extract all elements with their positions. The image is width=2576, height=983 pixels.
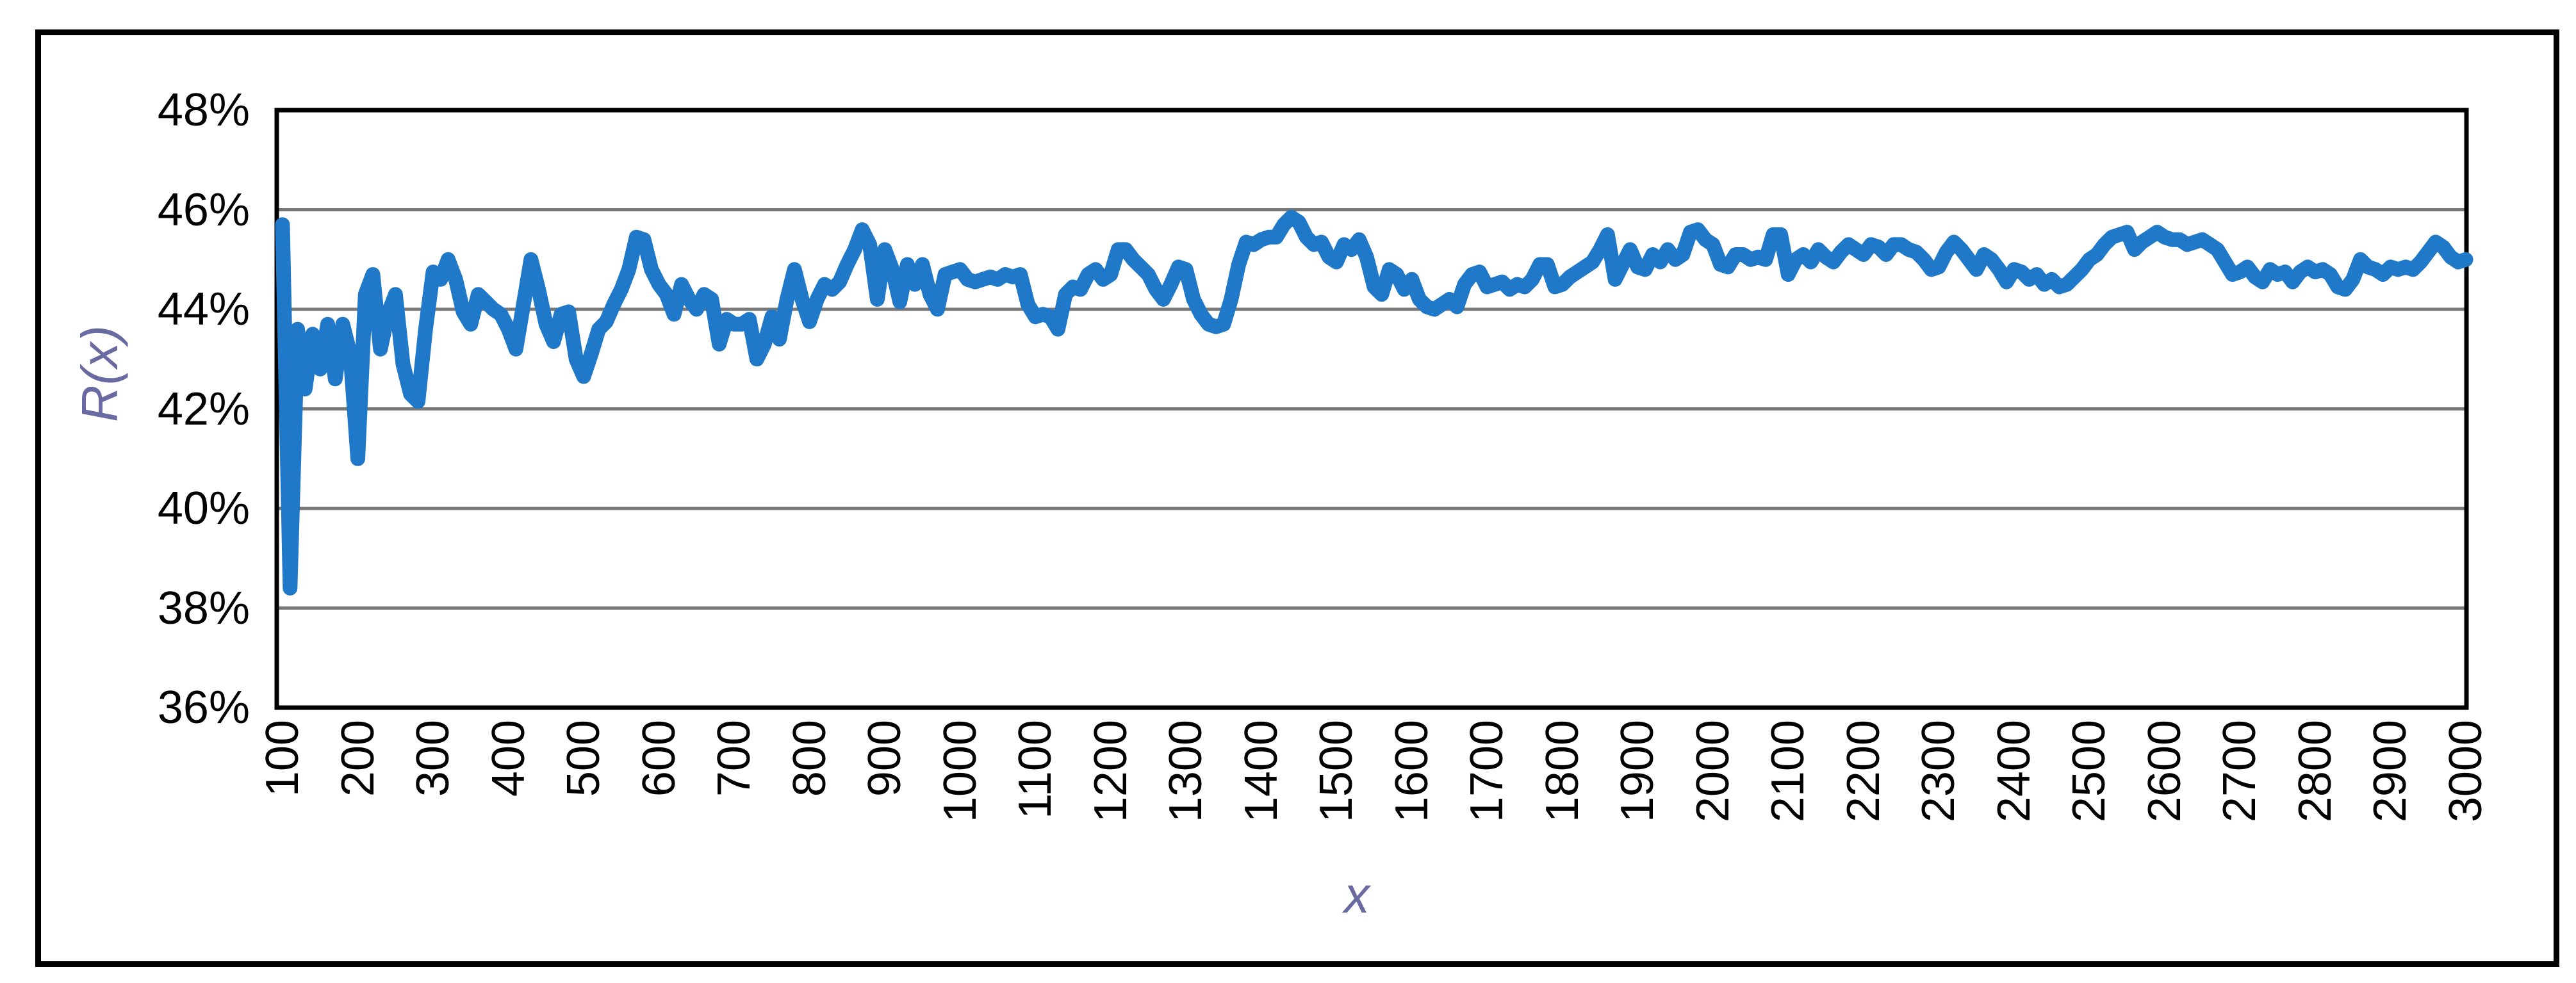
- x-tick-label: 2800: [2289, 720, 2341, 823]
- chart-outer-frame: [35, 29, 2559, 967]
- x-tick-label: 2200: [1837, 720, 1889, 823]
- y-tick-label: 46%: [157, 184, 250, 236]
- x-tick-label: 2300: [1913, 720, 1965, 823]
- x-tick-label: 1500: [1311, 720, 1363, 823]
- y-tick-label: 40%: [157, 483, 250, 534]
- x-tick-label: 1800: [1536, 720, 1588, 823]
- x-tick-label: 400: [482, 720, 534, 797]
- x-tick-label: 600: [633, 720, 685, 797]
- x-tick-label: 1100: [1010, 720, 1062, 819]
- x-tick-label: 700: [709, 720, 760, 797]
- x-tick-label: 1600: [1386, 720, 1438, 823]
- x-tick-label: 2100: [1762, 720, 1814, 823]
- x-tick-label: 1200: [1085, 720, 1136, 823]
- x-tick-label: 800: [783, 720, 835, 797]
- x-tick-label: 200: [332, 720, 384, 797]
- x-tick-label: 1700: [1461, 720, 1513, 823]
- x-tick-label: 1000: [934, 720, 986, 823]
- plot-border: [274, 108, 2469, 710]
- x-tick-label: 2600: [2138, 720, 2190, 823]
- x-tick-label: 100: [257, 720, 308, 797]
- x-axis-title: x: [1344, 866, 1370, 923]
- data-series-line: [275, 209, 2473, 596]
- x-tick-label: 2000: [1687, 720, 1739, 823]
- y-tick-label: 36%: [157, 682, 250, 733]
- x-tick-label: 2400: [1988, 720, 2040, 823]
- y-tick-label: 44%: [157, 284, 250, 335]
- x-tick-label: 1300: [1160, 720, 1212, 823]
- y-tick-label: 38%: [157, 582, 250, 634]
- x-tick-label: 500: [558, 720, 610, 797]
- x-tick-label: 300: [407, 720, 459, 797]
- y-tick-label: 48%: [157, 85, 250, 136]
- x-tick-label: 2900: [2365, 720, 2416, 823]
- x-tick-label: 2500: [2063, 720, 2115, 823]
- x-tick-label: 1900: [1612, 720, 1664, 823]
- y-tick-label: 42%: [157, 383, 250, 435]
- x-tick-label: 900: [859, 720, 911, 797]
- x-tick-label: 3000: [2440, 720, 2491, 823]
- x-tick-label: 2700: [2214, 720, 2266, 823]
- x-tick-label: 1400: [1235, 720, 1287, 823]
